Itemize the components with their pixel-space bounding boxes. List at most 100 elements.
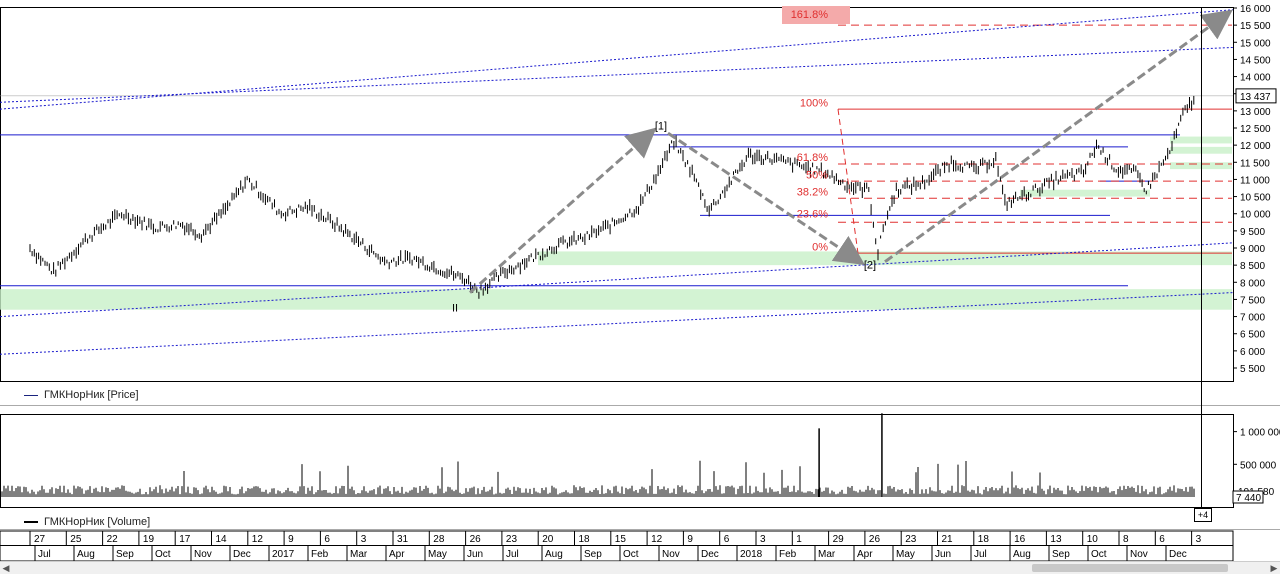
price-tick-label: 10 000 (1240, 210, 1271, 221)
price-tick-label: 14 000 (1240, 73, 1271, 84)
price-tick-label: 11 500 (1240, 158, 1270, 169)
month-label: Dec (1169, 549, 1187, 560)
channel-line (0, 46, 1234, 103)
month-label: Sep (584, 549, 602, 560)
day-label: 6 (724, 534, 730, 545)
price-tick-label: 7 000 (1240, 313, 1265, 324)
wave-label: II (452, 302, 458, 314)
day-label: 20 (542, 534, 554, 545)
price-tick-label: 15 500 (1240, 21, 1271, 32)
day-label: 27 (34, 534, 46, 545)
price-tick-label: 14 500 (1240, 55, 1271, 66)
month-label: 2018 (740, 549, 763, 560)
scrollbar-thumb[interactable] (1032, 564, 1228, 572)
volume-legend: ГМКНорНик [Volume] (24, 516, 150, 528)
day-label: 8 (1123, 534, 1129, 545)
price-legend: ГМКНорНик [Price] (24, 389, 139, 401)
month-label: Oct (1091, 549, 1107, 560)
annotation-labels: 100% 61.8% 50% 38.2% 23.6% 0% 161.8% II [1] [2] (452, 9, 876, 314)
price-legend-swatch (24, 394, 38, 396)
horizontal-levels (0, 6, 1233, 287)
wave-label: [2] (864, 260, 876, 272)
wave-arrows (469, 9, 1233, 294)
price-tick-label: 8 500 (1240, 261, 1265, 272)
price-tick-label: 9 500 (1240, 227, 1265, 238)
price-tick-label: 16 000 (1240, 4, 1271, 15)
month-label: Aug (77, 549, 95, 560)
day-label: 9 (687, 534, 693, 545)
price-tick-label: 7 500 (1240, 295, 1265, 306)
day-label: 14 (216, 534, 228, 545)
price-tick-label: 12 500 (1240, 124, 1271, 135)
price-tick-label: 6 000 (1240, 347, 1265, 358)
day-label: 26 (869, 534, 881, 545)
price-tick-label: 12 000 (1240, 141, 1271, 152)
day-label: 31 (397, 534, 409, 545)
day-label: 3 (760, 534, 766, 545)
fib-label: 161.8% (791, 9, 829, 21)
month-label: Jun (935, 549, 951, 560)
wave-arrow (884, 9, 1233, 263)
support-zone (1020, 189, 1150, 197)
day-label: 18 (579, 534, 591, 545)
day-label: 12 (651, 534, 663, 545)
horizontal-scrollbar[interactable]: ◀ ▶ (0, 561, 1280, 574)
fib-label: 100% (800, 97, 828, 109)
channel-line (0, 292, 1234, 355)
month-label: Mar (350, 549, 368, 560)
volume-legend-label: ГМКНорНик [Volume] (44, 516, 151, 528)
month-label: Feb (779, 549, 797, 560)
chevron-left-icon[interactable]: ◀ (2, 563, 10, 573)
month-label: Oct (623, 549, 639, 560)
month-label: Jun (467, 549, 483, 560)
month-label: Nov (1130, 549, 1148, 560)
time-axis: 27 25 22 19 17 14 12 9 6 3 31 28 26 23 20 18 15 12 9 6 3 1 29 2… (0, 530, 1234, 562)
fib-label: 23.6% (797, 209, 828, 221)
wave-label: [1] (655, 121, 667, 133)
month-label: May (428, 549, 447, 560)
price-tick-label: 6 500 (1240, 330, 1265, 341)
support-zone (538, 251, 1232, 266)
trend-channels (0, 9, 1234, 355)
price-legend-label: ГМКНорНик [Price] (44, 389, 139, 401)
last-price-box (1235, 88, 1277, 104)
month-label: Aug (545, 549, 563, 560)
day-label: 1 (796, 534, 802, 545)
price-tick-label: 5 500 (1240, 364, 1265, 375)
day-label: 26 (470, 534, 482, 545)
day-label: 10 (1087, 534, 1099, 545)
wave-arrow (469, 127, 657, 294)
month-label: Nov (662, 549, 680, 560)
day-label: 15 (615, 534, 627, 545)
day-label: 25 (70, 534, 82, 545)
day-label: 3 (361, 534, 367, 545)
day-label: 16 (1014, 534, 1026, 545)
add-indicator-button[interactable]: +4 (1194, 508, 1212, 522)
day-label: 6 (324, 534, 330, 545)
month-label: Nov (194, 549, 212, 560)
support-zone (0, 289, 1232, 310)
month-label: Apr (857, 549, 873, 560)
volume-series (1, 413, 1195, 497)
volume-legend-swatch (24, 521, 38, 523)
chevron-right-icon[interactable]: ▶ (1270, 563, 1278, 573)
month-label: Dec (701, 549, 719, 560)
day-label: 6 (1159, 534, 1165, 545)
volume-last-box (1232, 490, 1264, 504)
month-label: Aug (1013, 549, 1031, 560)
volume-last-label: 7 440 (1236, 493, 1261, 504)
fib-label: 50% (806, 169, 828, 181)
day-label: 22 (107, 534, 119, 545)
month-label: Sep (1052, 549, 1070, 560)
fib-anchor-line (837, 109, 859, 254)
day-label: 23 (506, 534, 518, 545)
month-label: 2017 (272, 549, 295, 560)
day-label: 21 (942, 534, 954, 545)
price-series (29, 95, 1195, 299)
month-label: Dec (233, 549, 251, 560)
month-label: Apr (389, 549, 405, 560)
day-label: 3 (1196, 534, 1202, 545)
price-tick-label: 9 000 (1240, 244, 1265, 255)
